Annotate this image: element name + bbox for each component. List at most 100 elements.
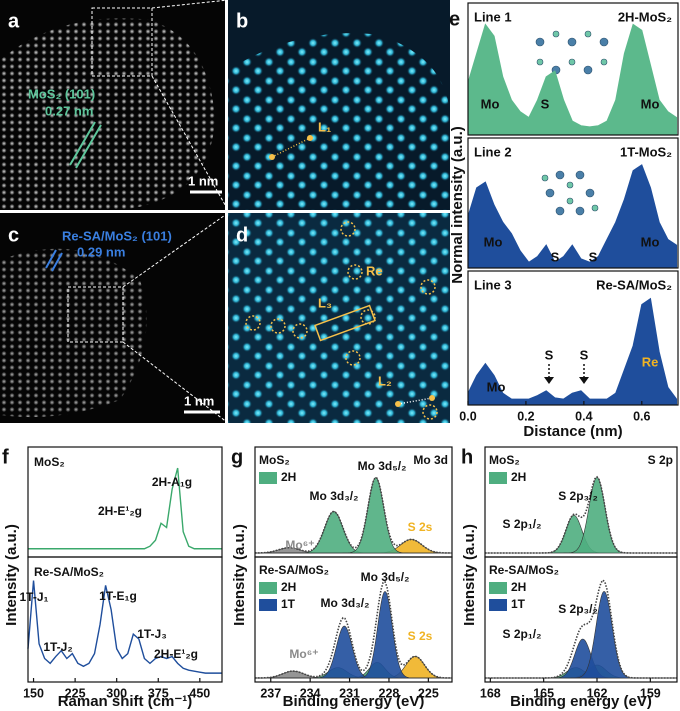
x-tick-label: 225 <box>418 686 439 700</box>
peak-component <box>255 477 452 554</box>
peak-label: Mo <box>641 96 660 111</box>
subplot-frame <box>27 556 223 683</box>
image-label: Re <box>366 263 383 278</box>
x-axis-label: Raman shift (cm⁻¹) <box>58 693 193 710</box>
sample-label: MoS₂ <box>259 453 290 467</box>
peak-label: Mo 3d₅/₂ <box>358 459 407 473</box>
peak-label: 1T-E₁g <box>99 589 137 603</box>
x-axis-label: Binding energy (eV) <box>283 693 425 710</box>
peak-label: S 2p₃/₂ <box>558 489 598 503</box>
sample-label: MoS₂ <box>34 455 65 469</box>
panel-letter: f <box>2 446 9 468</box>
y-axis-label: Intensity (a.u.) <box>461 524 478 626</box>
image-c <box>0 212 229 424</box>
peak-label: S <box>541 96 550 111</box>
peak-component <box>485 638 677 679</box>
sample-label: Re-SA/MoS₂ <box>34 565 104 579</box>
subplot-frame <box>254 556 453 683</box>
subplot-frame <box>467 270 679 406</box>
arrows <box>548 364 585 378</box>
x-tick-label: 228 <box>379 686 400 700</box>
peak-label: S 2p₁/₂ <box>503 627 542 641</box>
peak-label: S 2p₁/₂ <box>503 517 542 531</box>
panel-letter: h <box>461 446 473 468</box>
panel-letter: a <box>8 10 20 32</box>
x-tick-label: 231 <box>339 686 360 700</box>
envelope <box>485 475 677 554</box>
panel-letter: d <box>236 224 248 246</box>
image-label: 0.29 nm <box>77 244 125 259</box>
legend-label: 2H <box>511 470 526 484</box>
peak-label: 1T-J₂ <box>43 640 72 654</box>
peak-label: 1T-J₁ <box>20 590 49 604</box>
subplot-frame <box>467 2 679 136</box>
peak-label: 1T-J₃ <box>137 627 167 641</box>
series-name: Line 2 <box>474 144 512 159</box>
x-tick-label: 168 <box>480 686 501 700</box>
x-tick-label: 162 <box>587 686 608 700</box>
x-tick-label: 237 <box>260 686 281 700</box>
peak-label: Mo 3d₃/₂ <box>310 489 359 503</box>
spectrum-line <box>27 580 222 674</box>
corner-label: Mo 3d <box>413 453 448 467</box>
subplot-frame <box>484 556 678 683</box>
corner-label: S 2p <box>648 453 673 467</box>
image-label: L₁ <box>318 119 331 134</box>
image-label: L₃ <box>318 295 332 310</box>
profile-area <box>467 297 678 406</box>
legend-swatch <box>259 472 277 484</box>
peak-label: Mo⁶⁺ <box>285 538 314 552</box>
x-tick-label: 159 <box>640 686 661 700</box>
legend-swatch <box>489 472 507 484</box>
legend-swatch <box>489 599 507 611</box>
envelope <box>254 476 452 554</box>
panel-letter: b <box>236 10 248 32</box>
subplot-frame <box>467 137 679 269</box>
image-label: 1 nm <box>188 173 218 188</box>
sample-label: MoS₂ <box>489 453 520 467</box>
sample-label: 2H-MoS₂ <box>618 9 672 24</box>
peak-label: Mo 3d₅/₂ <box>361 570 410 584</box>
peak-label: S 2p₃/₂ <box>558 602 598 616</box>
legend-swatch <box>259 599 277 611</box>
image-label: 0.27 nm <box>45 103 93 118</box>
image-label: MoS₂ (101) <box>28 86 95 101</box>
legend-label: 1T <box>511 597 526 611</box>
series-name: Line 3 <box>474 277 512 292</box>
x-tick-label: 165 <box>533 686 554 700</box>
x-tick-label: 0.6 <box>633 409 650 423</box>
peak-label: 2H-E¹₂g <box>98 504 142 518</box>
peak-label: S 2s <box>408 629 433 643</box>
panel-letter: g <box>231 446 243 468</box>
y-axis-label: Intensity (a.u.) <box>3 524 20 626</box>
legend-label: 2H <box>511 580 526 594</box>
peak-label: 2H-E¹₂g <box>154 647 198 661</box>
image-d <box>228 213 450 423</box>
sample-label: Re-SA/MoS₂ <box>596 277 672 292</box>
envelope <box>254 580 452 679</box>
peak-label: S 2s <box>408 520 433 534</box>
peak-label: 2H-A₁g <box>152 475 192 489</box>
legend-swatch <box>489 582 507 594</box>
image-label: 1 nm <box>184 393 214 408</box>
peak-label: Mo <box>481 96 500 111</box>
image-label: Re-SA/MoS₂ (101) <box>62 228 172 243</box>
peak-label: Mo⁶⁺ <box>289 647 318 661</box>
peak-label: Mo 3d₃/₂ <box>321 596 370 610</box>
image-label: L₂ <box>378 373 392 388</box>
legend-label: 2H <box>281 470 296 484</box>
x-tick-label: 225 <box>65 686 86 700</box>
peak-label: Mo <box>641 234 660 249</box>
legend-label: 2H <box>281 580 296 594</box>
peak-label: S <box>580 347 589 362</box>
peak-component <box>255 590 452 679</box>
peak-label: S <box>551 249 560 264</box>
x-tick-label: 234 <box>300 686 321 700</box>
x-axis-label: Distance (nm) <box>523 423 622 440</box>
sample-label: Re-SA/MoS₂ <box>259 563 329 577</box>
profile-area <box>467 23 678 136</box>
spectrum-line <box>28 467 222 550</box>
peak-label: Mo <box>487 379 506 394</box>
sample-label: Re-SA/MoS₂ <box>489 563 559 577</box>
